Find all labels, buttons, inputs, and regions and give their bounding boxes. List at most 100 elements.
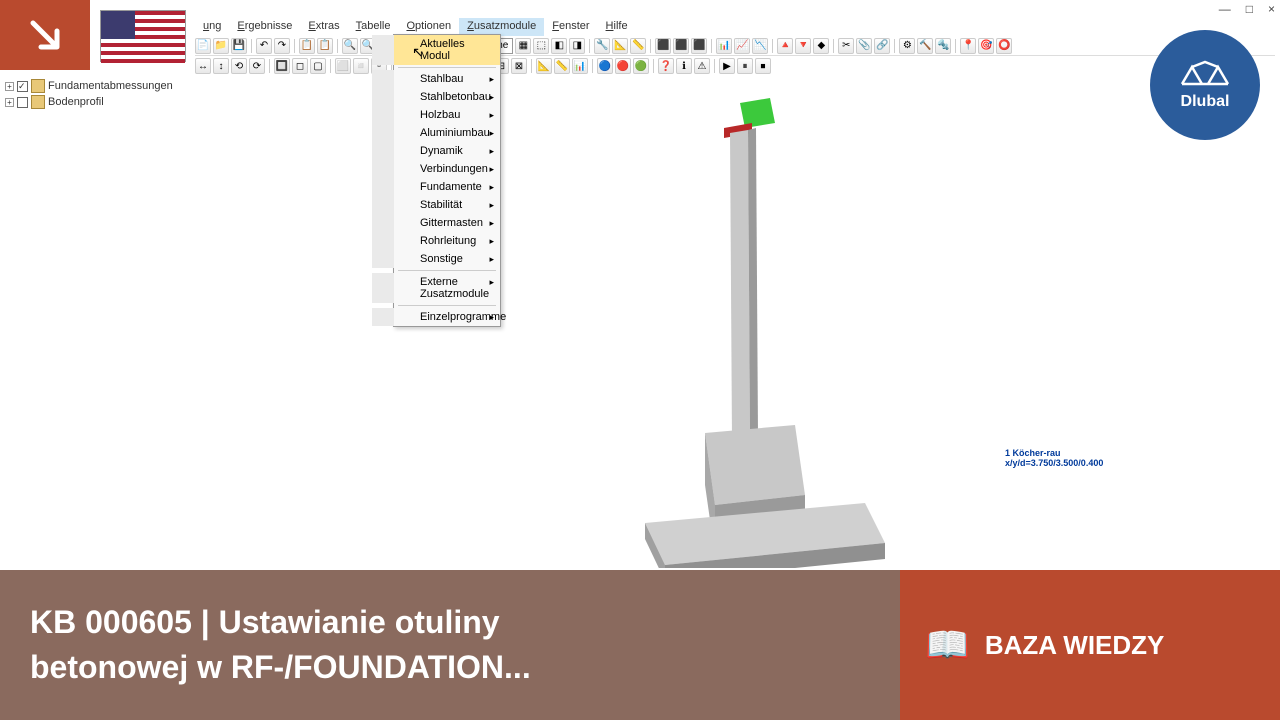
toolbar-icon[interactable]: ↔ <box>195 58 211 74</box>
tree-item[interactable]: + Bodenprofil <box>5 94 200 110</box>
menu-item[interactable]: Stahlbau▸ <box>372 70 500 88</box>
toolbar-icon[interactable]: ⚠ <box>694 58 710 74</box>
menu-item[interactable]: Stahlbetonbau▸ <box>372 88 500 106</box>
toolbar-icon[interactable]: ◽ <box>353 58 369 74</box>
banner-title: KB 000605 | Ustawianie otuliny betonowej… <box>0 600 900 690</box>
toolbar-icon[interactable]: 🔲 <box>274 58 290 74</box>
toolbar-icon[interactable]: 📊 <box>716 38 732 54</box>
menu-tabelle[interactable]: Tabelle <box>348 18 399 36</box>
toolbar-icon[interactable]: 🎯 <box>978 38 994 54</box>
toolbar-icon[interactable]: ⏸ <box>737 58 753 74</box>
toolbar-icon[interactable]: 💾 <box>231 38 247 54</box>
toolbar-icon[interactable]: 📋 <box>317 38 333 54</box>
tree-label: Bodenprofil <box>48 96 104 108</box>
toolbar-icon[interactable]: ↕ <box>213 58 229 74</box>
toolbar-icon[interactable]: 📄 <box>195 38 211 54</box>
toolbar-icon[interactable]: ⬛ <box>655 38 671 54</box>
toolbar-icon[interactable]: ◨ <box>569 38 585 54</box>
toolbar-icon[interactable]: ▶ <box>719 58 735 74</box>
menu-fenster[interactable]: Fenster <box>544 18 597 36</box>
menu-item[interactable]: Rohrleitung▸ <box>372 232 500 250</box>
toolbar-icon[interactable]: 📐 <box>612 38 628 54</box>
zusatzmodule-menu: Aktuelles ModulStahlbau▸Stahlbetonbau▸Ho… <box>393 34 501 327</box>
menu-item[interactable]: Verbindungen▸ <box>372 160 500 178</box>
toolbar-icon[interactable]: 📈 <box>734 38 750 54</box>
menu-item[interactable]: Dynamik▸ <box>372 142 500 160</box>
toolbar-icon[interactable]: 🔧 <box>594 38 610 54</box>
toolbar-icon[interactable]: 🔍 <box>342 38 358 54</box>
tree-checkbox[interactable] <box>17 97 28 108</box>
tree-checkbox[interactable] <box>17 81 28 92</box>
toolbar-icon[interactable]: 🔗 <box>874 38 890 54</box>
toolbar-icon[interactable]: ↷ <box>274 38 290 54</box>
toolbar-icon[interactable]: ⬛ <box>691 38 707 54</box>
toolbar-icon[interactable]: ⟳ <box>249 58 265 74</box>
toolbar-icon[interactable]: 📋 <box>299 38 315 54</box>
toolbar-icon[interactable]: ⚙ <box>899 38 915 54</box>
toolbar-icon[interactable]: ⟲ <box>231 58 247 74</box>
toolbar-icon[interactable]: 📉 <box>752 38 768 54</box>
toolbar-icon[interactable]: 📐 <box>536 58 552 74</box>
toolbar-icon[interactable]: 📏 <box>554 58 570 74</box>
toolbar-icon[interactable]: ▢ <box>310 58 326 74</box>
toolbar-icon[interactable]: 📁 <box>213 38 229 54</box>
toolbar-icon[interactable]: ◻ <box>292 58 308 74</box>
toolbar-icon[interactable]: 🔻 <box>795 38 811 54</box>
menu-extras[interactable]: Extras <box>300 18 347 36</box>
menu-hilfe[interactable]: Hilfe <box>598 18 636 36</box>
tree-item[interactable]: + Fundamentabmessungen <box>5 78 200 94</box>
logo-text: Dlubal <box>1181 93 1230 111</box>
menu-ergebnisse[interactable]: Ergebnisse <box>229 18 300 36</box>
toolbar-icon[interactable]: 🔺 <box>777 38 793 54</box>
menu-item[interactable]: Sonstige▸ <box>372 250 500 268</box>
toolbar-icon[interactable]: 🔩 <box>935 38 951 54</box>
toolbar-icon[interactable]: ◧ <box>551 38 567 54</box>
toolbar-icon[interactable]: ↶ <box>256 38 272 54</box>
toolbar-icon[interactable]: ❓ <box>658 58 674 74</box>
tree-expand-icon[interactable]: + <box>5 82 14 91</box>
menu-item[interactable]: Stabilität▸ <box>372 196 500 214</box>
tree-expand-icon[interactable]: + <box>5 98 14 107</box>
us-flag-icon <box>100 10 186 62</box>
toolbar-icon[interactable]: ◆ <box>813 38 829 54</box>
foundation-model <box>550 88 930 568</box>
model-annotation: 1 Köcher-rau x/y/d=3.750/3.500/0.400 <box>1005 448 1103 468</box>
banner-category: 📖 BAZA WIEDZY <box>900 570 1280 720</box>
title-bar: — □ × <box>0 0 1280 18</box>
toolbar-icon[interactable]: ⬜ <box>335 58 351 74</box>
toolbar-icon[interactable]: 📊 <box>572 58 588 74</box>
toolbar-icon[interactable]: ⭕ <box>996 38 1012 54</box>
menu-item[interactable]: Holzbau▸ <box>372 106 500 124</box>
load-arrow-icon <box>740 98 775 128</box>
toolbar-icon[interactable]: 📎 <box>856 38 872 54</box>
toolbar-icon[interactable]: 🔨 <box>917 38 933 54</box>
toolbar-icon[interactable]: ▦ <box>515 38 531 54</box>
toolbar-icon[interactable]: ⬛ <box>673 38 689 54</box>
menu-item-current-module[interactable]: Aktuelles Modul <box>372 35 500 65</box>
menu-item[interactable]: Aluminiumbau▸ <box>372 124 500 142</box>
dlubal-logo: Dlubal <box>1150 30 1260 140</box>
toolbar-icon[interactable]: 🔵 <box>597 58 613 74</box>
annotation-line2: x/y/d=3.750/3.500/0.400 <box>1005 458 1103 468</box>
toolbar-icon[interactable]: ✂ <box>838 38 854 54</box>
menu-item[interactable]: Gittermasten▸ <box>372 214 500 232</box>
toolbar-icon[interactable]: 📍 <box>960 38 976 54</box>
tree-label: Fundamentabmessungen <box>48 80 173 92</box>
toolbar-icon[interactable]: 🔴 <box>615 58 631 74</box>
cursor-icon: ↖ <box>412 44 424 61</box>
toolbar-icon[interactable]: ℹ <box>676 58 692 74</box>
menu-item[interactable]: Fundamente▸ <box>372 178 500 196</box>
toolbar-icon[interactable]: 🟢 <box>633 58 649 74</box>
overlay-arrow-badge <box>0 0 90 70</box>
menu-item[interactable]: Einzelprogramme▸ <box>372 308 500 326</box>
toolbar-icon[interactable]: ⬚ <box>533 38 549 54</box>
viewport-3d[interactable]: 1 Köcher-rau x/y/d=3.750/3.500/0.400 <box>205 78 1275 570</box>
toolbar-icon[interactable]: 📏 <box>630 38 646 54</box>
maximize-button[interactable]: □ <box>1246 2 1253 16</box>
menu-ung[interactable]: ung <box>195 18 229 36</box>
toolbar-icon[interactable]: ⏹ <box>755 58 771 74</box>
menu-item[interactable]: Externe Zusatzmodule▸ <box>372 273 500 303</box>
minimize-button[interactable]: — <box>1219 2 1231 16</box>
toolbar-icon[interactable]: ⊠ <box>511 58 527 74</box>
close-button[interactable]: × <box>1268 2 1275 16</box>
